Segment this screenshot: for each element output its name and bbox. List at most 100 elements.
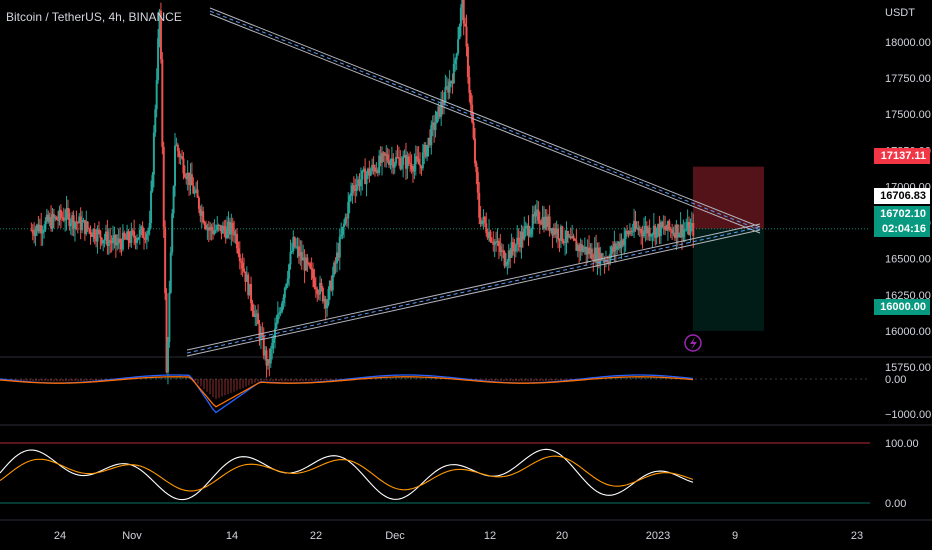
candle-body bbox=[74, 221, 77, 229]
candle-body bbox=[306, 257, 309, 264]
candle-body bbox=[81, 222, 84, 231]
candle-body bbox=[503, 251, 506, 267]
candle-body bbox=[593, 247, 596, 262]
candle-body bbox=[171, 213, 174, 253]
candle-body bbox=[386, 154, 389, 161]
stoch-d-line bbox=[0, 455, 694, 492]
candle-body bbox=[162, 146, 165, 228]
candle-body bbox=[296, 246, 299, 248]
candle-body bbox=[686, 221, 689, 230]
candle-body bbox=[226, 226, 229, 239]
currency-label: USDT bbox=[885, 7, 915, 19]
candle-body bbox=[642, 230, 645, 237]
candle-body bbox=[254, 314, 257, 317]
candle-body bbox=[590, 248, 593, 260]
candle-body bbox=[602, 259, 605, 261]
candle-body bbox=[324, 298, 327, 309]
candle-body bbox=[688, 221, 691, 235]
candle-body bbox=[244, 271, 247, 282]
candle-body bbox=[174, 145, 176, 187]
candle-body bbox=[537, 209, 540, 221]
candle-body bbox=[466, 46, 469, 78]
time-tick-label: 2023 bbox=[646, 530, 670, 542]
candle-body bbox=[589, 248, 592, 254]
candle-body bbox=[290, 251, 293, 253]
candle-body bbox=[45, 214, 48, 221]
candle-body bbox=[62, 217, 65, 221]
candle-body bbox=[388, 160, 391, 166]
candle-body bbox=[676, 224, 679, 238]
candle-body bbox=[534, 211, 537, 217]
candle-body bbox=[434, 123, 437, 130]
candle-body bbox=[134, 237, 137, 243]
price-tick-label: 15750.00 bbox=[885, 362, 931, 374]
candle-body bbox=[552, 228, 555, 236]
candle-body bbox=[278, 312, 281, 315]
candle-body bbox=[454, 59, 457, 64]
candle-body bbox=[309, 263, 312, 268]
candle-body bbox=[535, 209, 538, 212]
candle-body bbox=[514, 244, 517, 252]
candle-body bbox=[220, 225, 223, 234]
candle-body bbox=[635, 227, 638, 229]
candle-body bbox=[286, 278, 289, 284]
candle-body bbox=[459, 7, 462, 27]
candle-body bbox=[202, 211, 205, 223]
candle-body bbox=[638, 228, 641, 231]
candle-body bbox=[289, 251, 292, 265]
candle-body bbox=[172, 186, 175, 214]
candle-body bbox=[679, 224, 682, 234]
candle-body bbox=[182, 158, 185, 174]
candle-body bbox=[488, 231, 491, 239]
candle-body bbox=[185, 176, 188, 180]
candle-body bbox=[228, 221, 231, 235]
candle-body bbox=[59, 209, 62, 218]
candle-body bbox=[192, 185, 195, 194]
candle-body bbox=[483, 216, 486, 224]
candle-body bbox=[264, 350, 267, 356]
candle-body bbox=[620, 240, 623, 249]
candle-body bbox=[520, 231, 523, 248]
candle-body bbox=[403, 154, 406, 158]
candle-body bbox=[233, 231, 236, 236]
candle-body bbox=[479, 217, 482, 225]
candle-body bbox=[361, 170, 364, 180]
candle-body bbox=[471, 104, 474, 123]
candle-body bbox=[99, 230, 102, 238]
candle-body bbox=[678, 233, 681, 238]
candle-body bbox=[458, 26, 461, 40]
candle-body bbox=[195, 189, 198, 192]
candle-body bbox=[548, 216, 551, 231]
candle-body bbox=[531, 214, 534, 230]
candle-body bbox=[597, 247, 600, 265]
candle-body bbox=[303, 257, 306, 271]
candle-body bbox=[357, 179, 360, 185]
candle-body bbox=[465, 26, 468, 47]
candle-body bbox=[38, 225, 41, 232]
candle-body bbox=[617, 242, 620, 246]
candle-body bbox=[381, 152, 384, 163]
candle-body bbox=[379, 155, 382, 163]
candle-body bbox=[243, 268, 246, 272]
candle-body bbox=[76, 222, 79, 224]
candle-body bbox=[78, 216, 81, 224]
candle-body bbox=[366, 168, 369, 175]
candle-body bbox=[235, 233, 238, 249]
candle-body bbox=[392, 158, 395, 168]
candle-body bbox=[375, 170, 378, 172]
candle-body bbox=[496, 240, 499, 243]
candle-body bbox=[581, 244, 584, 252]
candle-body bbox=[493, 241, 496, 245]
candle-body bbox=[178, 150, 181, 158]
candle-body bbox=[112, 237, 115, 244]
candle-body bbox=[438, 106, 441, 117]
candle-body bbox=[637, 227, 640, 231]
candle-body bbox=[350, 192, 353, 196]
candle-body bbox=[402, 157, 405, 166]
candle-body bbox=[189, 174, 192, 185]
candle-body bbox=[266, 359, 269, 366]
candle-body bbox=[227, 221, 230, 227]
candle-body bbox=[158, 10, 161, 39]
candle-body bbox=[564, 242, 567, 244]
